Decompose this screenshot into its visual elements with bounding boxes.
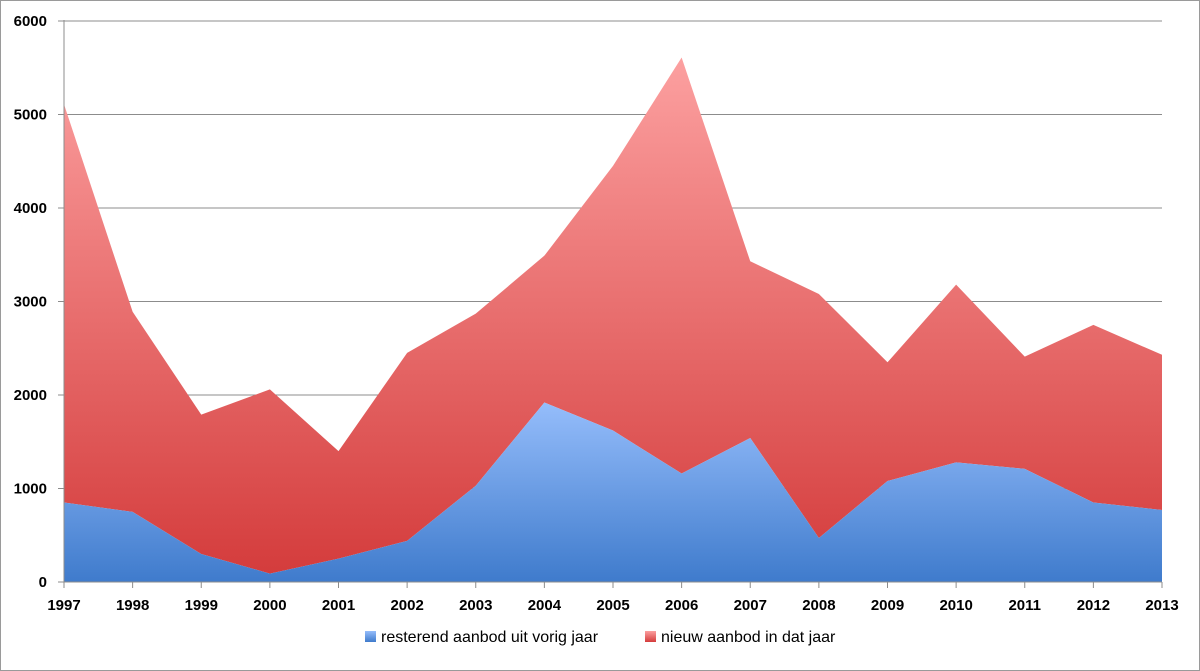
- area-series-nieuw-aanbod: [64, 57, 1162, 574]
- x-tick-label-2010: 2010: [939, 597, 972, 614]
- x-tick-label-1999: 1999: [185, 597, 218, 614]
- x-tick-label-2005: 2005: [596, 597, 629, 614]
- y-tick-label-5000: 5000: [14, 107, 47, 124]
- y-tick-label-4000: 4000: [14, 200, 47, 217]
- legend-label-nieuw: nieuw aanbod in dat jaar: [661, 629, 836, 646]
- x-tick-label-2000: 2000: [253, 597, 286, 614]
- axes: [58, 20, 1163, 588]
- legend-swatch-resterend: [365, 631, 376, 642]
- legend-label-resterend: resterend aanbod uit vorig jaar: [381, 629, 599, 646]
- x-tick-label-2002: 2002: [390, 597, 423, 614]
- x-tick-label-2009: 2009: [871, 597, 904, 614]
- x-tick-label-2001: 2001: [322, 597, 355, 614]
- areas: [64, 57, 1162, 582]
- y-axis-tick-labels: 0 1000 2000 3000 4000 5000 6000: [14, 13, 47, 591]
- x-tick-label-2011: 2011: [1008, 597, 1041, 614]
- x-tick-label-1998: 1998: [116, 597, 149, 614]
- x-tick-label-2012: 2012: [1077, 597, 1110, 614]
- x-tick-label-1997: 1997: [47, 597, 80, 614]
- x-tick-label-2003: 2003: [459, 597, 492, 614]
- x-tick-label-2008: 2008: [802, 597, 835, 614]
- x-tick-label-2004: 2004: [528, 597, 562, 614]
- x-tick-label-2013: 2013: [1145, 597, 1178, 614]
- y-tick-label-6000: 6000: [14, 13, 47, 30]
- x-axis-tick-labels: 1997 1998 1999 2000 2001 2002 2003 2004 2005 2006…: [47, 597, 1178, 614]
- y-tick-label-3000: 3000: [14, 294, 47, 311]
- y-tick-label-2000: 2000: [14, 387, 47, 404]
- x-tick-label-2006: 2006: [665, 597, 698, 614]
- y-tick-label-0: 0: [39, 574, 47, 591]
- y-tick-label-1000: 1000: [14, 481, 47, 498]
- legend-swatch-nieuw: [645, 631, 656, 642]
- legend: resterend aanbod uit vorig jaar nieuw aan…: [365, 629, 836, 646]
- area-series-resterend-aanbod: [64, 402, 1162, 582]
- x-tick-label-2007: 2007: [734, 597, 767, 614]
